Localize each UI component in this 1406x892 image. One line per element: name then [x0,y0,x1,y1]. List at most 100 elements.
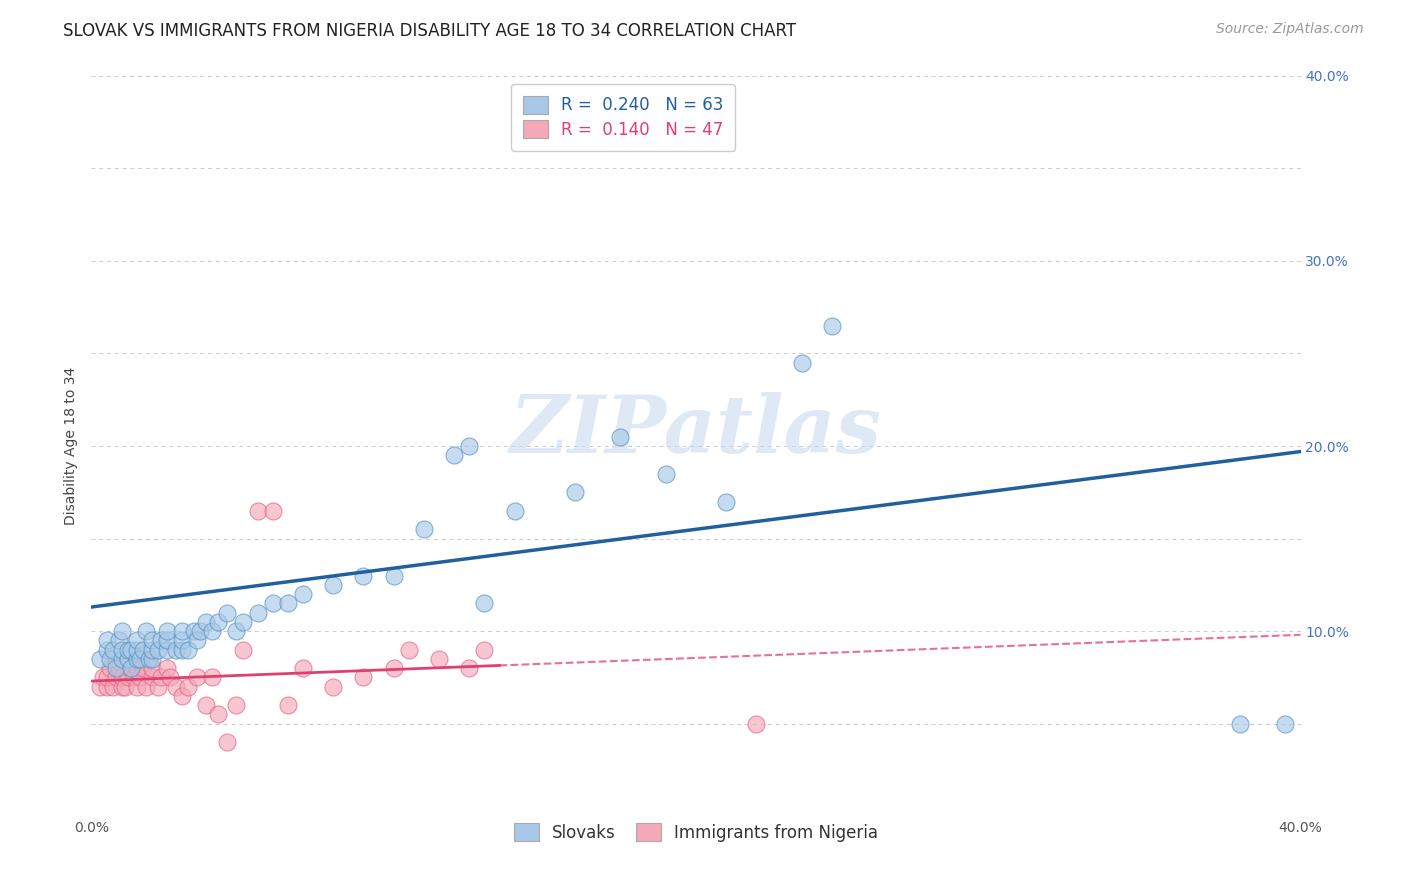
Point [207,615,229,629]
Point [352,670,374,684]
Point [93,670,115,684]
Point [322,578,344,592]
Point [172,633,194,648]
Point [472,596,495,610]
Point [183,624,205,639]
Point [172,642,194,657]
Point [101,642,124,657]
Point [1274,716,1296,731]
Point [132,661,155,675]
Point [821,318,844,333]
Point [96,633,118,648]
Point [398,642,420,657]
Point [149,633,172,648]
Point [156,633,179,648]
Point [132,642,155,657]
Legend: Slovaks, Immigrants from Nigeria: Slovaks, Immigrants from Nigeria [508,816,884,848]
Text: Source: ZipAtlas.com: Source: ZipAtlas.com [1216,22,1364,37]
Point [292,661,315,675]
Point [125,680,148,694]
Point [104,661,127,675]
Point [159,670,181,684]
Point [262,504,284,518]
Point [165,680,187,694]
Point [98,661,121,675]
Point [125,633,148,648]
Point [195,615,218,629]
Point [503,504,526,518]
Point [89,652,111,666]
Point [89,680,111,694]
Point [128,652,150,666]
Point [125,642,148,657]
Point [458,661,481,675]
Point [120,642,142,657]
Point [98,652,121,666]
Y-axis label: Disability Age 18 to 34: Disability Age 18 to 34 [65,367,79,525]
Point [217,606,239,620]
Point [96,670,118,684]
Point [111,642,132,657]
Point [472,642,495,657]
Point [117,652,139,666]
Point [277,698,299,712]
Point [107,661,129,675]
Point [107,633,129,648]
Point [382,568,405,582]
Point [201,670,224,684]
Point [322,680,344,694]
Point [277,596,299,610]
Point [156,661,179,675]
Point [141,661,163,675]
Point [195,698,218,712]
Point [177,642,200,657]
Point [564,485,586,500]
Point [172,689,194,703]
Point [111,670,132,684]
Point [122,670,145,684]
Text: SLOVAK VS IMMIGRANTS FROM NIGERIA DISABILITY AGE 18 TO 34 CORRELATION CHART: SLOVAK VS IMMIGRANTS FROM NIGERIA DISABI… [63,22,796,40]
Point [186,670,208,684]
Point [141,670,163,684]
Point [114,680,136,694]
Point [135,624,157,639]
Point [125,661,148,675]
Point [207,707,229,722]
Point [120,661,142,675]
Point [225,698,247,712]
Point [141,642,163,657]
Point [111,624,132,639]
Point [120,661,142,675]
Point [177,680,200,694]
Point [458,439,481,453]
Point [156,642,179,657]
Point [125,652,148,666]
Point [156,624,179,639]
Point [104,670,127,684]
Point [231,642,253,657]
Point [128,670,150,684]
Point [262,596,284,610]
Point [443,448,465,462]
Point [111,652,132,666]
Point [149,670,172,684]
Point [352,568,374,582]
Point [246,606,269,620]
Point [135,680,157,694]
Point [217,735,239,749]
Point [201,624,224,639]
Point [96,642,118,657]
Point [111,680,132,694]
Point [141,652,163,666]
Point [138,652,160,666]
Point [714,494,737,508]
Point [96,680,118,694]
Point [146,680,169,694]
Point [413,522,436,536]
Point [225,624,247,639]
Point [427,652,450,666]
Point [117,670,139,684]
Point [101,680,124,694]
Point [188,624,211,639]
Point [246,504,269,518]
